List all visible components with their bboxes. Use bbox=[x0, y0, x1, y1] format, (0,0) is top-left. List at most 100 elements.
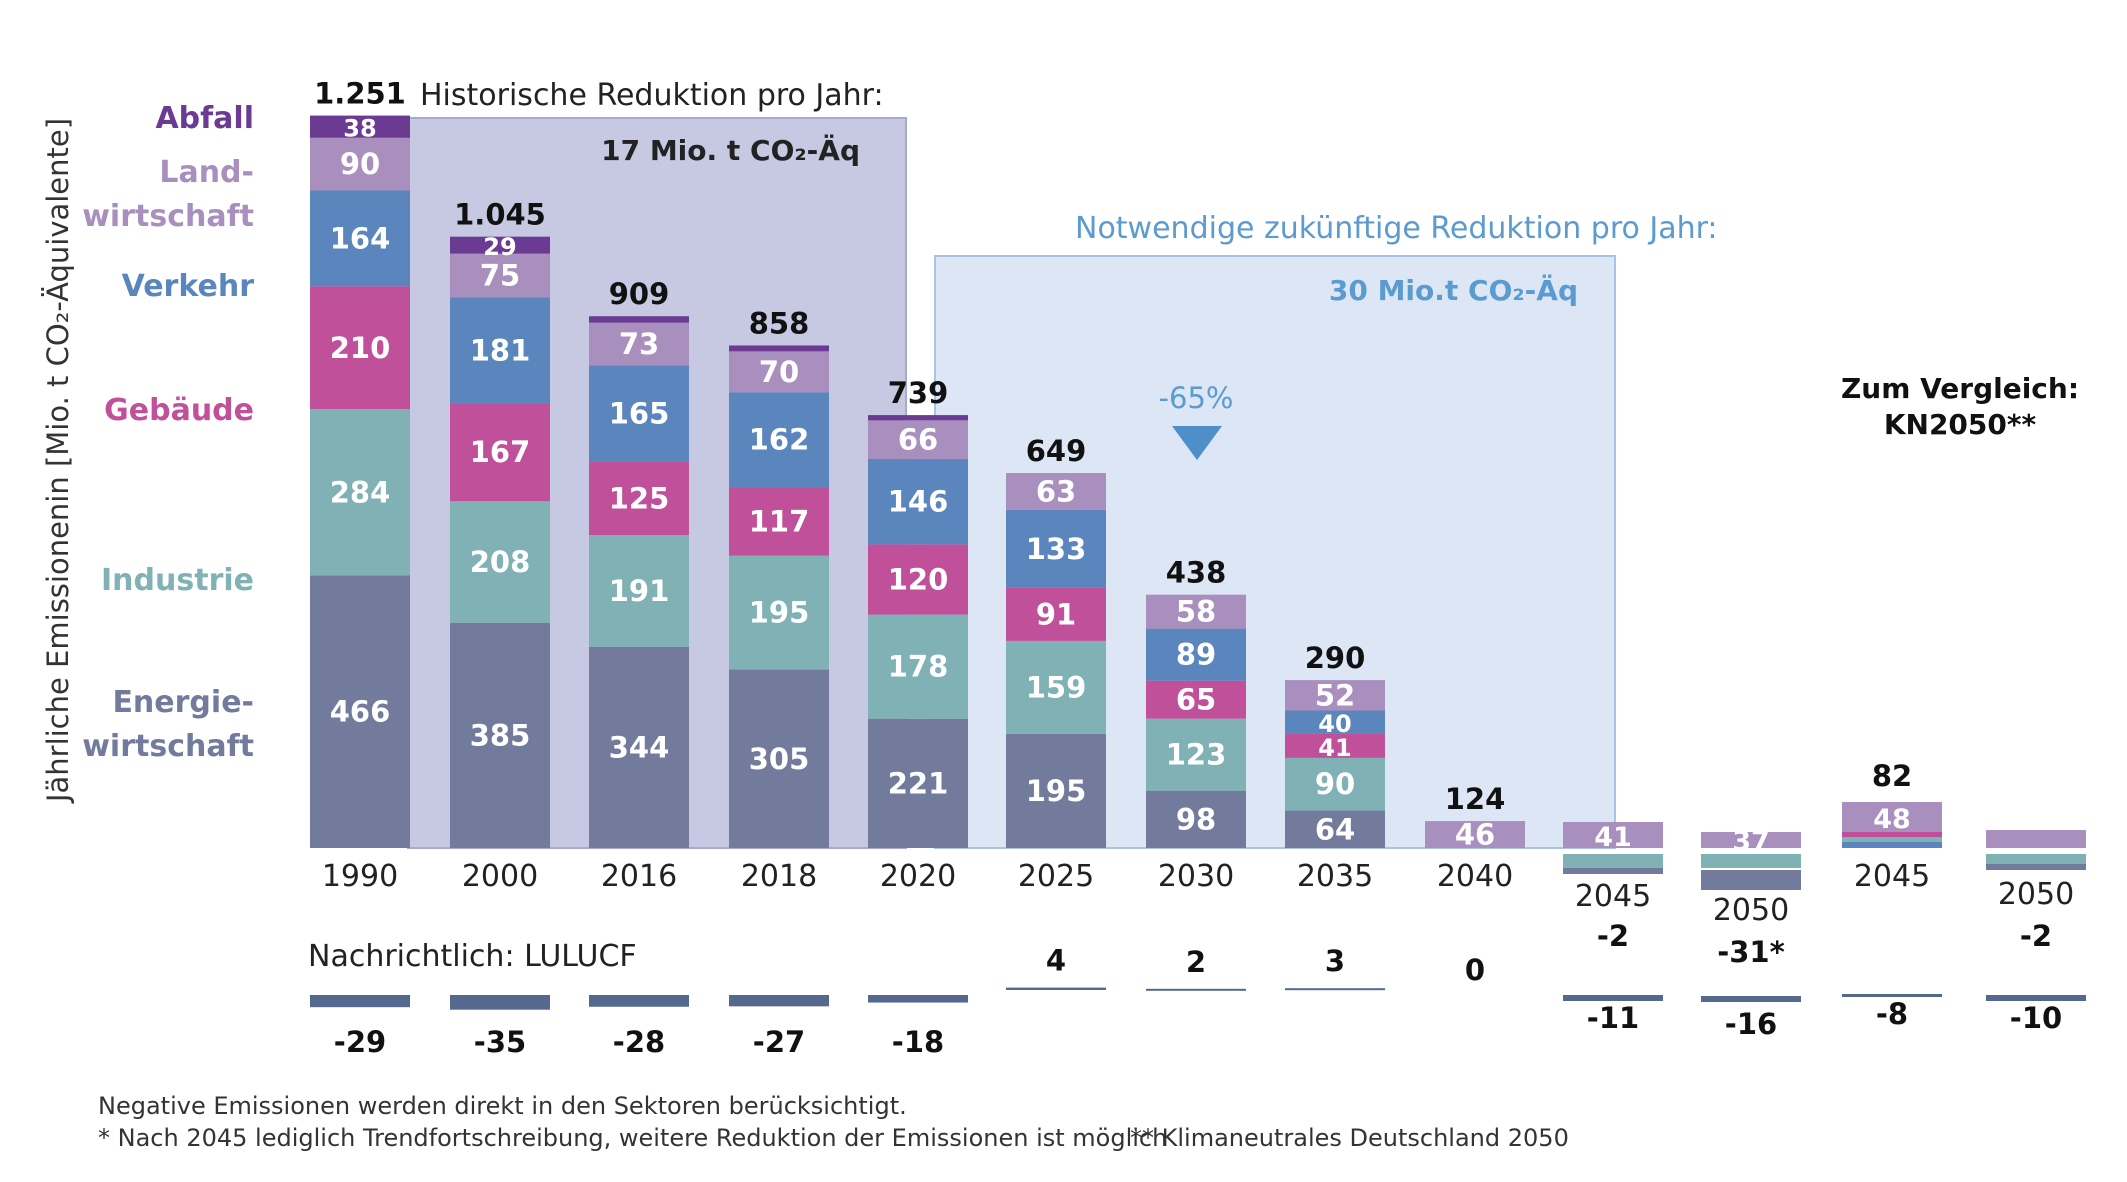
bar-segment-landwirtschaft-2016 bbox=[589, 322, 689, 366]
bar-segment-verkehr-2018 bbox=[729, 392, 829, 488]
chart-labels: Historische Reduktion pro Jahr: 17 Mio. t… bbox=[41, 77, 2079, 1059]
bar-value-abfall-2000: 29 bbox=[483, 233, 516, 261]
right-lulucf-bar-1 bbox=[1701, 996, 1801, 1002]
reduction-percent: -65% bbox=[1159, 381, 1234, 415]
right-gebaeude-2 bbox=[1842, 832, 1942, 837]
bar-segment-energiewirtschaft-2035 bbox=[1285, 810, 1385, 848]
lulucf-bar-2030 bbox=[1146, 988, 1246, 991]
bar-value-landwirtschaft-2035: 52 bbox=[1315, 678, 1355, 712]
bar-segment-energiewirtschaft-2030 bbox=[1146, 790, 1246, 848]
bar-value-landwirtschaft-1990: 90 bbox=[340, 147, 380, 181]
bar-value-energiewirtschaft-2000: 385 bbox=[470, 718, 531, 752]
reduction-arrow-icon bbox=[1172, 426, 1222, 460]
sector-label-verkehr: Verkehr bbox=[122, 269, 255, 304]
bar-value-gebaeude-2025: 91 bbox=[1036, 597, 1076, 631]
bar-value-industrie-2035: 90 bbox=[1315, 767, 1355, 801]
bar-total-2018: 858 bbox=[749, 306, 810, 340]
comparison-title: Zum Vergleich: bbox=[1841, 372, 2079, 405]
right-landwirtschaft-2 bbox=[1842, 802, 1942, 832]
bar-value-gebaeude-2020: 120 bbox=[888, 562, 949, 596]
right-lulucf-value-3: -10 bbox=[2010, 1001, 2062, 1035]
year-label-2018: 2018 bbox=[741, 859, 817, 894]
right-lulucf-bar-2 bbox=[1842, 994, 1942, 997]
lulucf-bar-2000 bbox=[450, 995, 550, 1010]
bar-segment-industrie-1990 bbox=[310, 409, 410, 576]
bar-segment-energiewirtschaft-2000 bbox=[450, 622, 550, 848]
bar-segment-abfall-2000 bbox=[450, 236, 550, 254]
lulucf-value-2016: -28 bbox=[613, 1025, 665, 1059]
bar-segment-energiewirtschaft-2020 bbox=[868, 718, 968, 848]
lulucf-value-2030: 2 bbox=[1186, 945, 1206, 979]
sector-label-energiewirtschaft: Energie- bbox=[112, 685, 254, 720]
bar-segment-gebaeude-2030 bbox=[1146, 680, 1246, 719]
year-label-1990: 1990 bbox=[322, 859, 398, 894]
year-label-2030: 2030 bbox=[1158, 859, 1234, 894]
comparison-subtitle: KN2050** bbox=[1884, 408, 2037, 441]
right-industrie-3 bbox=[1986, 854, 2086, 864]
bar-value-industrie-2025: 159 bbox=[1026, 670, 1087, 704]
bar-value-energiewirtschaft-1990: 466 bbox=[330, 695, 391, 729]
bar-segment-landwirtschaft-1990 bbox=[310, 137, 410, 191]
footnote-trend: * Nach 2045 lediglich Trendfortschreibun… bbox=[98, 1124, 1168, 1152]
lulucf-value-2020: -18 bbox=[892, 1025, 944, 1059]
right-total-0: -2 bbox=[1597, 919, 1629, 953]
bar-value-gebaeude-1990: 210 bbox=[330, 331, 391, 365]
bar-value-verkehr-2018: 162 bbox=[749, 423, 810, 457]
bar-segment-gebaeude-1990 bbox=[310, 286, 410, 410]
bar-total-2025: 649 bbox=[1026, 434, 1087, 468]
bar-total-2030: 438 bbox=[1166, 556, 1227, 590]
lulucf-bar-2020 bbox=[868, 995, 968, 1003]
right-total-3: -2 bbox=[2020, 919, 2052, 953]
sector-label-gebaeude: Gebäude bbox=[104, 393, 254, 428]
bar-segment-verkehr-2000 bbox=[450, 297, 550, 404]
lulucf-value-2000: -35 bbox=[474, 1025, 526, 1059]
bar-total-2040: 124 bbox=[1445, 782, 1506, 816]
bar-segment-gebaeude-2035 bbox=[1285, 733, 1385, 758]
bar-segment-gebaeude-2020 bbox=[868, 544, 968, 615]
right-lulucf-value-0: -11 bbox=[1587, 1001, 1639, 1035]
bar-value-landwirtschaft-2018: 70 bbox=[759, 355, 799, 389]
year-label-2040: 2040 bbox=[1437, 859, 1513, 894]
bar-value-landwirtschaft-2016: 73 bbox=[619, 327, 659, 361]
right-year-3: 2050 bbox=[1998, 877, 2074, 912]
lulucf-label: Nachrichtlich: LULUCF bbox=[308, 939, 637, 974]
bar-total-2016: 909 bbox=[609, 277, 670, 311]
right-year-2: 2045 bbox=[1854, 859, 1930, 894]
bar-value-verkehr-2000: 181 bbox=[470, 333, 531, 367]
footnote-negative-emissions: Negative Emissionen werden direkt in den… bbox=[98, 1092, 907, 1120]
lulucf-value-2018: -27 bbox=[753, 1025, 805, 1059]
stacked-bars bbox=[310, 115, 2086, 1010]
bar-segment-verkehr-2020 bbox=[868, 458, 968, 545]
year-label-2035: 2035 bbox=[1297, 859, 1373, 894]
bar-value-landwirtschaft-2000: 75 bbox=[480, 259, 520, 293]
right-lulucf-value-1: -16 bbox=[1725, 1007, 1777, 1041]
right-landwirtschaft-3 bbox=[1986, 830, 2086, 848]
right-total-2: 82 bbox=[1872, 759, 1912, 793]
bar-segment-abfall-2020 bbox=[868, 415, 968, 421]
bar-segment-industrie-2016 bbox=[589, 535, 689, 647]
right-industrie-1 bbox=[1701, 854, 1801, 868]
bar-segment-industrie-2030 bbox=[1146, 718, 1246, 791]
right-landwirtschaft-value-2: 48 bbox=[1873, 804, 1911, 835]
right-lulucf-bar-0 bbox=[1563, 995, 1663, 1001]
sector-label-abfall: Abfall bbox=[155, 101, 254, 136]
bar-value-landwirtschaft-2025: 63 bbox=[1036, 474, 1076, 508]
bar-value-energiewirtschaft-2016: 344 bbox=[609, 730, 670, 764]
bar-segment-gebaeude-2016 bbox=[589, 461, 689, 536]
historic-reduction-title: Historische Reduktion pro Jahr: bbox=[420, 78, 884, 113]
bar-value-energiewirtschaft-2025: 195 bbox=[1026, 774, 1087, 808]
lulucf-value-2040: 0 bbox=[1465, 953, 1485, 987]
bar-segment-landwirtschaft-2000 bbox=[450, 253, 550, 298]
bar-value-industrie-2030: 123 bbox=[1166, 738, 1227, 772]
bar-value-gebaeude-2035: 41 bbox=[1318, 734, 1351, 762]
right-industrie-2 bbox=[1842, 837, 1942, 842]
lulucf-bar-1990 bbox=[310, 995, 410, 1008]
right-year-1: 2050 bbox=[1713, 893, 1789, 928]
bar-segment-gebaeude-2000 bbox=[450, 403, 550, 502]
year-label-2025: 2025 bbox=[1018, 859, 1094, 894]
bar-segment-industrie-2000 bbox=[450, 501, 550, 623]
bar-total-2020: 739 bbox=[888, 376, 949, 410]
right-landwirtschaft-value-1: 37 bbox=[1732, 826, 1770, 857]
bar-segment-industrie-2020 bbox=[868, 614, 968, 719]
